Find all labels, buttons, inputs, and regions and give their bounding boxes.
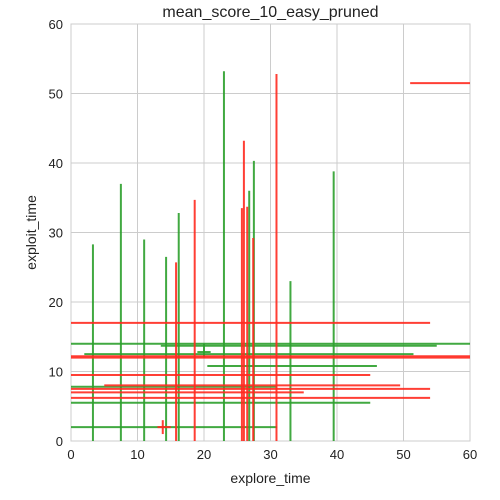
x-tick-label: 0: [67, 447, 74, 462]
x-tick-label: 10: [130, 447, 144, 462]
x-tick-label: 30: [263, 447, 277, 462]
y-tick-label: 0: [56, 434, 63, 449]
y-tick-label: 10: [49, 365, 63, 380]
x-tick-label: 60: [463, 447, 477, 462]
x-tick-label: 40: [330, 447, 344, 462]
y-tick-label: 20: [49, 295, 63, 310]
series-0: [71, 71, 470, 441]
x-tick-labels: 0 10 20 30 40 50 60: [67, 447, 477, 462]
y-tick-label: 30: [49, 226, 63, 241]
data-marks: [71, 71, 470, 441]
y-axis-label: exploit_time: [23, 195, 39, 270]
y-tick-label: 50: [49, 87, 63, 102]
x-tick-label: 50: [396, 447, 410, 462]
grid: [70, 23, 471, 442]
x-axis-label: explore_time: [230, 470, 310, 486]
x-tick-label: 20: [197, 447, 211, 462]
chart-title: mean_score_10_easy_pruned: [162, 4, 378, 21]
series-1: [71, 74, 470, 441]
y-tick-label: 60: [49, 17, 63, 32]
y-tick-labels: 0 10 20 30 40 50 60: [49, 17, 63, 449]
y-tick-label: 40: [49, 156, 63, 171]
